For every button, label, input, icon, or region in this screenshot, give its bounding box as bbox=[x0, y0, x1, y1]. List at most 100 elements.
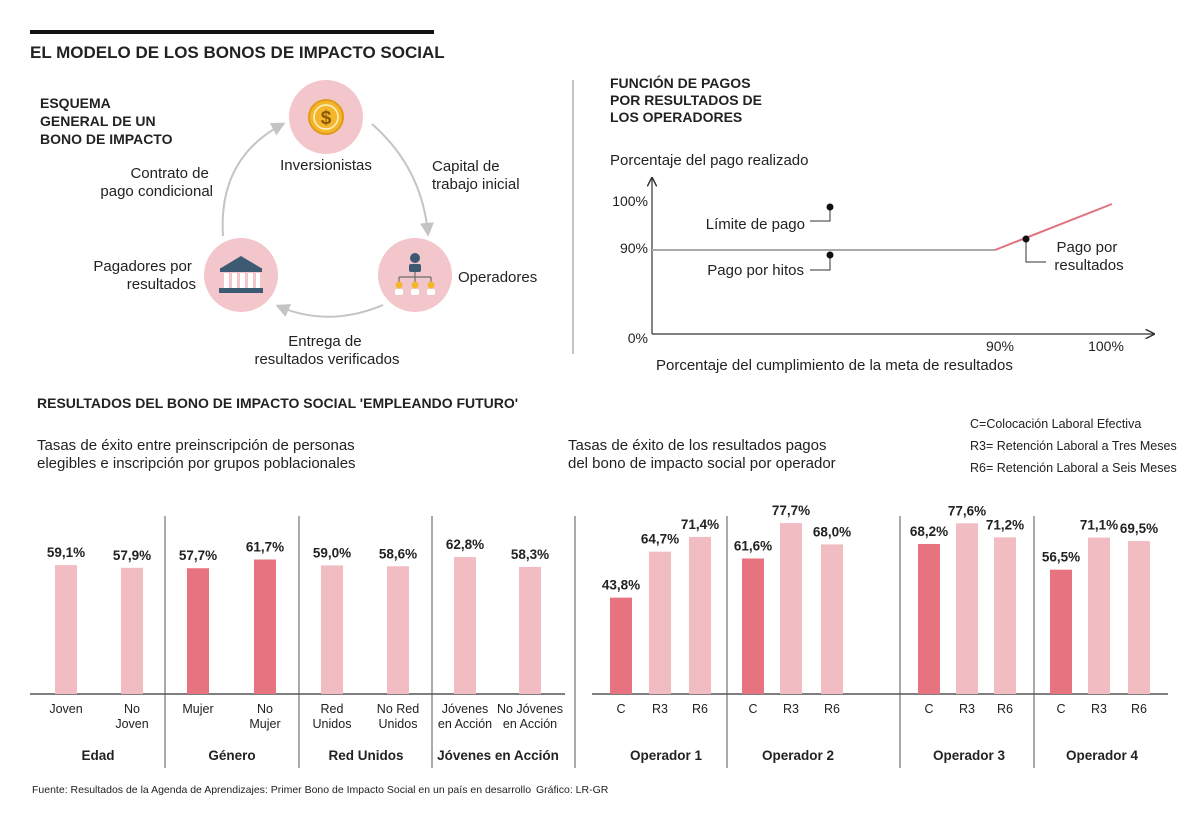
value-label: 62,8% bbox=[446, 537, 484, 552]
results-payment-line bbox=[994, 203, 1113, 251]
ytick-90: 90% bbox=[620, 240, 648, 256]
bar-category-label: R6 bbox=[997, 702, 1013, 716]
operators-label: Operadores bbox=[458, 269, 537, 286]
value-label: 68,0% bbox=[813, 524, 851, 539]
bar-category-label: C bbox=[1056, 702, 1065, 716]
delivery-arrow bbox=[275, 304, 384, 318]
payment-function-chart: FUNCIÓN DE PAGOS POR RESULTADOS DE LOS O… bbox=[610, 74, 1154, 374]
value-label: 43,8% bbox=[602, 578, 640, 593]
bar-category-label: R6 bbox=[692, 702, 708, 716]
payment-function-title: FUNCIÓN DE PAGOS POR RESULTADOS DE LOS O… bbox=[610, 74, 766, 125]
payment-xlabel: Porcentaje del cumplimiento de la meta d… bbox=[656, 357, 1013, 374]
milestones-label: Pago por hitos bbox=[707, 262, 804, 279]
bar-genero-mujer bbox=[187, 568, 209, 694]
delivery-label: Entrega de resultados verificados bbox=[254, 333, 399, 368]
main-title: EL MODELO DE LOS BONOS DE IMPACTO SOCIAL bbox=[30, 43, 445, 62]
bar-operador-1-c bbox=[610, 597, 632, 694]
group-label: Edad bbox=[81, 748, 114, 763]
footer-credit: Gráfico: LR-GR bbox=[536, 784, 609, 796]
group-label: Operador 2 bbox=[762, 748, 834, 763]
group-label: Operador 3 bbox=[933, 748, 1006, 763]
bar-category-label: R3 bbox=[1091, 702, 1107, 716]
milestones-leader bbox=[810, 256, 831, 271]
results-leader bbox=[1025, 240, 1046, 263]
milestones-dot bbox=[826, 251, 834, 259]
value-label: 56,5% bbox=[1042, 550, 1080, 565]
bar-category-label: Jóvenes en Acción bbox=[438, 702, 492, 731]
bar-red-unidos-red-unidos bbox=[321, 565, 343, 694]
limit-leader bbox=[810, 208, 831, 222]
bank-icon bbox=[219, 256, 263, 293]
bar-category-label: C bbox=[616, 702, 625, 716]
investors-label: Inversionistas bbox=[280, 157, 372, 174]
bar-category-label: No Jóvenes en Acción bbox=[497, 702, 563, 731]
bar-operador-4-c bbox=[1050, 569, 1072, 694]
group-label: Red Unidos bbox=[328, 748, 403, 763]
bar-operador-3-c bbox=[918, 543, 940, 694]
capital-arrow bbox=[371, 123, 434, 237]
org-chart-icon bbox=[395, 253, 435, 295]
group-label: Operador 4 bbox=[1066, 748, 1139, 763]
scheme-title: ESQUEMA GENERAL DE UN BONO DE IMPACTO bbox=[40, 95, 173, 147]
legend: C=Colocación Laboral Efectiva R3= Retenc… bbox=[970, 417, 1180, 475]
bar-operador-2-r3 bbox=[780, 523, 802, 694]
bar-operador-1-r6 bbox=[689, 536, 711, 694]
bar-category-label: No Red Unidos bbox=[377, 702, 419, 731]
bar-jovenes-en-accion-jovenes-en-accion bbox=[454, 557, 476, 694]
results-label: Pago por resultados bbox=[1054, 239, 1123, 274]
bar-operador-4-r3 bbox=[1088, 537, 1110, 694]
bar-category-label: C bbox=[748, 702, 757, 716]
capital-label: Capital de trabajo inicial bbox=[432, 158, 520, 193]
value-label: 57,7% bbox=[179, 548, 217, 563]
bar-category-label: R3 bbox=[783, 702, 799, 716]
group-label: Género bbox=[208, 748, 255, 763]
bar-category-label: R3 bbox=[652, 702, 668, 716]
bar-genero-no-mujer bbox=[254, 559, 276, 694]
ytick-0: 0% bbox=[628, 330, 648, 346]
limit-dot bbox=[826, 203, 834, 211]
bar-category-label: No Mujer bbox=[249, 702, 280, 731]
bar-category-label: R6 bbox=[824, 702, 840, 716]
bar-category-label: C bbox=[924, 702, 933, 716]
xtick-90: 90% bbox=[986, 338, 1014, 354]
value-label: 69,5% bbox=[1120, 521, 1158, 536]
bar-category-label: No Joven bbox=[115, 702, 148, 731]
left-chart-title: Tasas de éxito entre preinscripción de p… bbox=[37, 437, 359, 472]
value-label: 57,9% bbox=[113, 548, 151, 563]
xtick-100: 100% bbox=[1088, 338, 1124, 354]
coin-icon: $ bbox=[308, 99, 344, 135]
value-label: 68,2% bbox=[910, 524, 948, 539]
value-label: 71,1% bbox=[1080, 518, 1118, 533]
value-label: 61,6% bbox=[734, 538, 772, 553]
contract-arrow bbox=[221, 122, 286, 237]
value-label: 58,3% bbox=[511, 547, 549, 562]
value-label: 71,2% bbox=[986, 517, 1024, 532]
bar-operador-3-r6 bbox=[994, 537, 1016, 694]
payment-ylabel: Porcentaje del pago realizado bbox=[610, 152, 808, 169]
contract-label: Contrato de pago condicional bbox=[100, 165, 213, 200]
bar-operador-4-r6 bbox=[1128, 541, 1150, 694]
group-label: Operador 1 bbox=[630, 748, 703, 763]
footer-source: Fuente: Resultados de la Agenda de Apren… bbox=[32, 784, 531, 796]
bar-category-label: Red Unidos bbox=[313, 702, 352, 731]
right-chart-title: Tasas de éxito de los resultados pagos d… bbox=[568, 437, 836, 472]
bar-operador-2-r6 bbox=[821, 544, 843, 694]
value-label: 58,6% bbox=[379, 546, 417, 561]
value-label: 59,1% bbox=[47, 545, 85, 560]
results-dot bbox=[1022, 235, 1030, 243]
bar-category-label: R6 bbox=[1131, 702, 1147, 716]
value-label: 59,0% bbox=[313, 545, 351, 560]
operators-bar-chart: 43,8% C 64,7% R3 71,4% R6 Operador 1 61,6% C 77,7… bbox=[574, 503, 1168, 768]
bar-operador-3-r3 bbox=[956, 523, 978, 694]
value-label: 71,4% bbox=[681, 517, 719, 532]
bar-edad-no-joven bbox=[121, 567, 143, 694]
value-label: 77,7% bbox=[772, 503, 810, 518]
group-label: Jóvenes en Acción bbox=[437, 748, 559, 763]
population-groups-bar-chart: 59,1% Joven 57,9% No Joven Edad 57,7% Mujer 61,7… bbox=[30, 516, 565, 768]
limit-label: Límite de pago bbox=[706, 216, 805, 233]
bar-category-label: R3 bbox=[959, 702, 975, 716]
bar-operador-2-c bbox=[742, 558, 764, 694]
bar-red-unidos-no-red-unidos bbox=[387, 566, 409, 694]
scheme-diagram: ESQUEMA GENERAL DE UN BONO DE IMPACTO $ … bbox=[40, 80, 537, 368]
